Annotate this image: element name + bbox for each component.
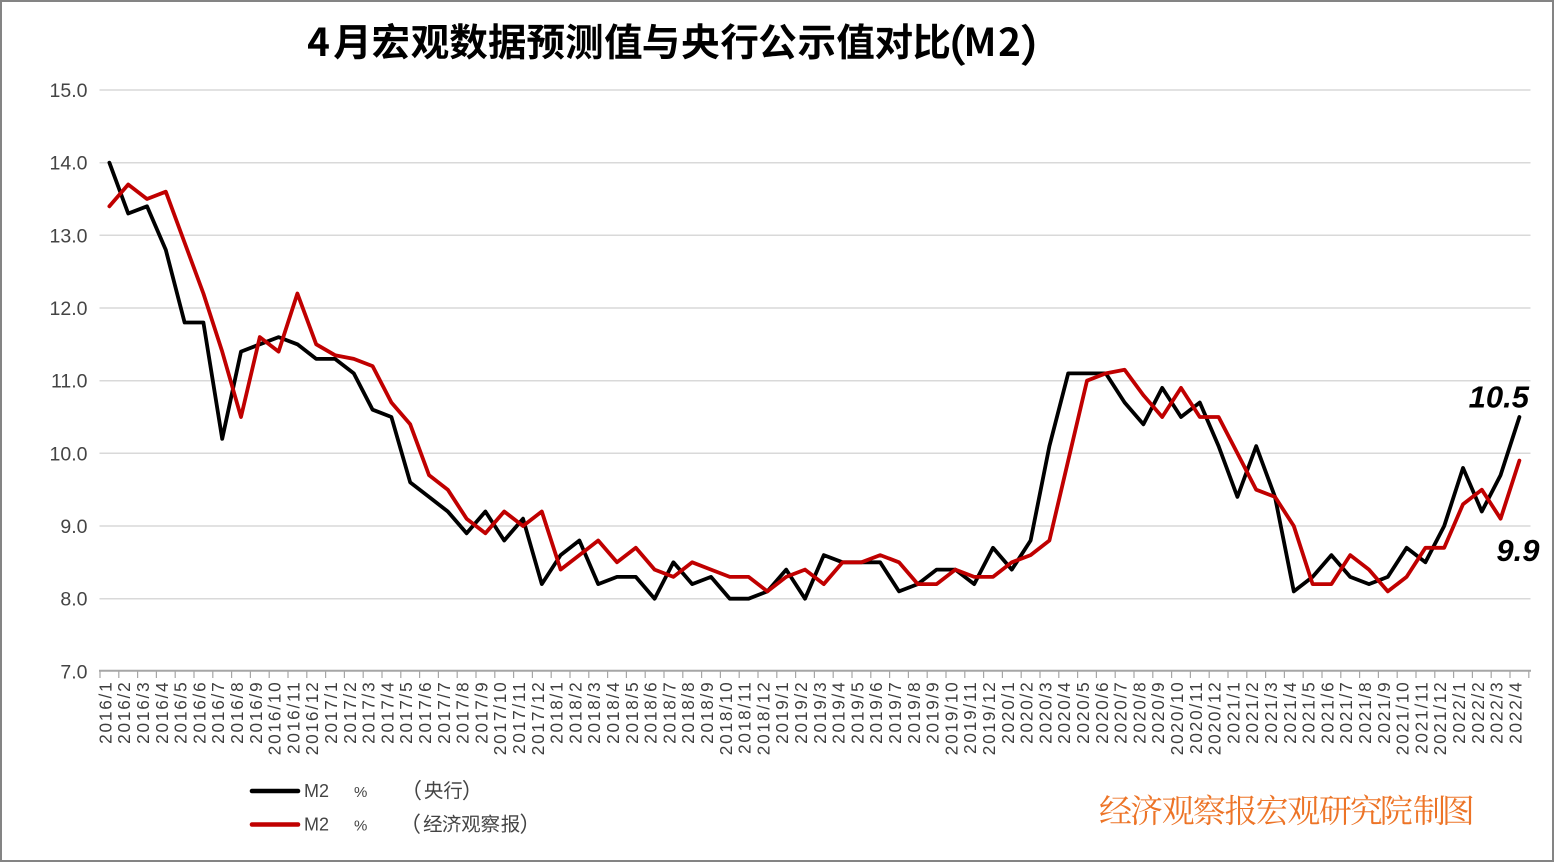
svg-text:2020/5: 2020/5 bbox=[1073, 681, 1093, 744]
svg-text:2017/10: 2017/10 bbox=[490, 681, 510, 756]
svg-text:10.5: 10.5 bbox=[1469, 380, 1530, 415]
svg-text:13.0: 13.0 bbox=[50, 225, 88, 247]
svg-text:2022/3: 2022/3 bbox=[1487, 681, 1507, 744]
svg-text:2018/5: 2018/5 bbox=[622, 681, 642, 744]
svg-text:2019/6: 2019/6 bbox=[866, 681, 886, 744]
svg-text:2016/6: 2016/6 bbox=[189, 681, 209, 744]
svg-text:2021/2: 2021/2 bbox=[1242, 681, 1262, 744]
svg-text:2018/4: 2018/4 bbox=[603, 681, 623, 744]
svg-text:9.9: 9.9 bbox=[1496, 533, 1540, 568]
svg-text:2018/7: 2018/7 bbox=[659, 681, 679, 744]
svg-text:2016/7: 2016/7 bbox=[208, 681, 228, 744]
svg-text:2019/9: 2019/9 bbox=[923, 681, 943, 744]
svg-text:2018/3: 2018/3 bbox=[584, 681, 604, 744]
svg-text:2020/8: 2020/8 bbox=[1129, 681, 1149, 744]
svg-text:10.0: 10.0 bbox=[50, 443, 88, 465]
svg-text:2019/7: 2019/7 bbox=[885, 681, 905, 744]
svg-text:%: % bbox=[354, 818, 367, 835]
svg-text:2021/9: 2021/9 bbox=[1374, 681, 1394, 744]
svg-text:14.0: 14.0 bbox=[50, 153, 88, 175]
svg-text:2021/12: 2021/12 bbox=[1430, 681, 1450, 756]
svg-text:2020/2: 2020/2 bbox=[1017, 681, 1037, 744]
svg-text:2019/12: 2019/12 bbox=[979, 681, 999, 756]
svg-text:12.0: 12.0 bbox=[50, 298, 88, 320]
svg-text:2021/11: 2021/11 bbox=[1411, 681, 1431, 754]
svg-text:15.0: 15.0 bbox=[50, 80, 88, 102]
svg-text:M2: M2 bbox=[304, 781, 329, 801]
svg-text:2020/10: 2020/10 bbox=[1167, 681, 1187, 756]
svg-text:2022/4: 2022/4 bbox=[1505, 681, 1525, 744]
svg-text:2021/8: 2021/8 bbox=[1355, 681, 1375, 744]
svg-text:2021/5: 2021/5 bbox=[1299, 681, 1319, 744]
svg-text:2018/11: 2018/11 bbox=[735, 681, 755, 754]
svg-text:9.0: 9.0 bbox=[60, 516, 87, 538]
svg-text:2019/8: 2019/8 bbox=[904, 681, 924, 744]
svg-text:2017/8: 2017/8 bbox=[453, 681, 473, 744]
svg-text:2016/8: 2016/8 bbox=[227, 681, 247, 744]
svg-text:2020/11: 2020/11 bbox=[1186, 681, 1206, 754]
svg-text:2018/10: 2018/10 bbox=[716, 681, 736, 756]
svg-text:2016/4: 2016/4 bbox=[152, 681, 172, 744]
svg-text:2019/10: 2019/10 bbox=[941, 681, 961, 756]
svg-text:2020/4: 2020/4 bbox=[1054, 681, 1074, 744]
svg-text:2021/1: 2021/1 bbox=[1223, 681, 1243, 744]
svg-text:2020/6: 2020/6 bbox=[1092, 681, 1112, 744]
svg-text:2019/11: 2019/11 bbox=[960, 681, 980, 754]
svg-text:2018/1: 2018/1 bbox=[547, 681, 567, 744]
svg-text:2021/4: 2021/4 bbox=[1280, 681, 1300, 744]
svg-text:2016/11: 2016/11 bbox=[283, 681, 303, 754]
svg-text:2019/2: 2019/2 bbox=[791, 681, 811, 744]
svg-text:2021/3: 2021/3 bbox=[1261, 681, 1281, 744]
svg-text:2019/1: 2019/1 bbox=[772, 681, 792, 744]
svg-text:2022/1: 2022/1 bbox=[1449, 681, 1469, 744]
svg-text:2017/6: 2017/6 bbox=[415, 681, 435, 744]
svg-text:8.0: 8.0 bbox=[60, 589, 87, 611]
svg-text:2019/4: 2019/4 bbox=[829, 681, 849, 744]
svg-text:2022/2: 2022/2 bbox=[1468, 681, 1488, 744]
svg-text:2016/12: 2016/12 bbox=[302, 681, 322, 756]
svg-text:2021/7: 2021/7 bbox=[1336, 681, 1356, 744]
svg-text:2016/2: 2016/2 bbox=[114, 681, 134, 744]
svg-text:2021/10: 2021/10 bbox=[1393, 681, 1413, 756]
svg-text:%: % bbox=[354, 784, 367, 801]
svg-text:2017/12: 2017/12 bbox=[528, 681, 548, 756]
svg-text:2016/10: 2016/10 bbox=[265, 681, 285, 756]
svg-text:11.0: 11.0 bbox=[51, 371, 88, 393]
svg-text:2018/2: 2018/2 bbox=[565, 681, 585, 744]
svg-text:2020/12: 2020/12 bbox=[1205, 681, 1225, 756]
svg-text:2017/1: 2017/1 bbox=[321, 681, 341, 744]
svg-text:2017/4: 2017/4 bbox=[377, 681, 397, 744]
svg-text:2018/12: 2018/12 bbox=[753, 681, 773, 756]
svg-text:2019/5: 2019/5 bbox=[847, 681, 867, 744]
svg-text:M2: M2 bbox=[304, 815, 329, 835]
svg-text:7.0: 7.0 bbox=[60, 661, 87, 683]
svg-text:2016/5: 2016/5 bbox=[171, 681, 191, 744]
svg-text:2017/11: 2017/11 bbox=[509, 681, 529, 754]
svg-text:2018/8: 2018/8 bbox=[678, 681, 698, 744]
svg-text:2016/1: 2016/1 bbox=[95, 681, 115, 744]
svg-text:2016/3: 2016/3 bbox=[133, 681, 153, 744]
svg-text:2020/7: 2020/7 bbox=[1111, 681, 1131, 744]
svg-text:2020/1: 2020/1 bbox=[998, 681, 1018, 744]
svg-text:2020/3: 2020/3 bbox=[1035, 681, 1055, 744]
svg-text:2017/7: 2017/7 bbox=[434, 681, 454, 744]
svg-text:2020/9: 2020/9 bbox=[1148, 681, 1168, 744]
svg-text:2016/9: 2016/9 bbox=[246, 681, 266, 744]
svg-text:2019/3: 2019/3 bbox=[810, 681, 830, 744]
svg-text:2017/9: 2017/9 bbox=[471, 681, 491, 744]
svg-text:2017/5: 2017/5 bbox=[396, 681, 416, 744]
svg-text:2017/2: 2017/2 bbox=[340, 681, 360, 744]
svg-text:2017/3: 2017/3 bbox=[359, 681, 379, 744]
svg-text:2018/9: 2018/9 bbox=[697, 681, 717, 744]
svg-text:2018/6: 2018/6 bbox=[641, 681, 661, 744]
svg-text:2021/6: 2021/6 bbox=[1317, 681, 1337, 744]
